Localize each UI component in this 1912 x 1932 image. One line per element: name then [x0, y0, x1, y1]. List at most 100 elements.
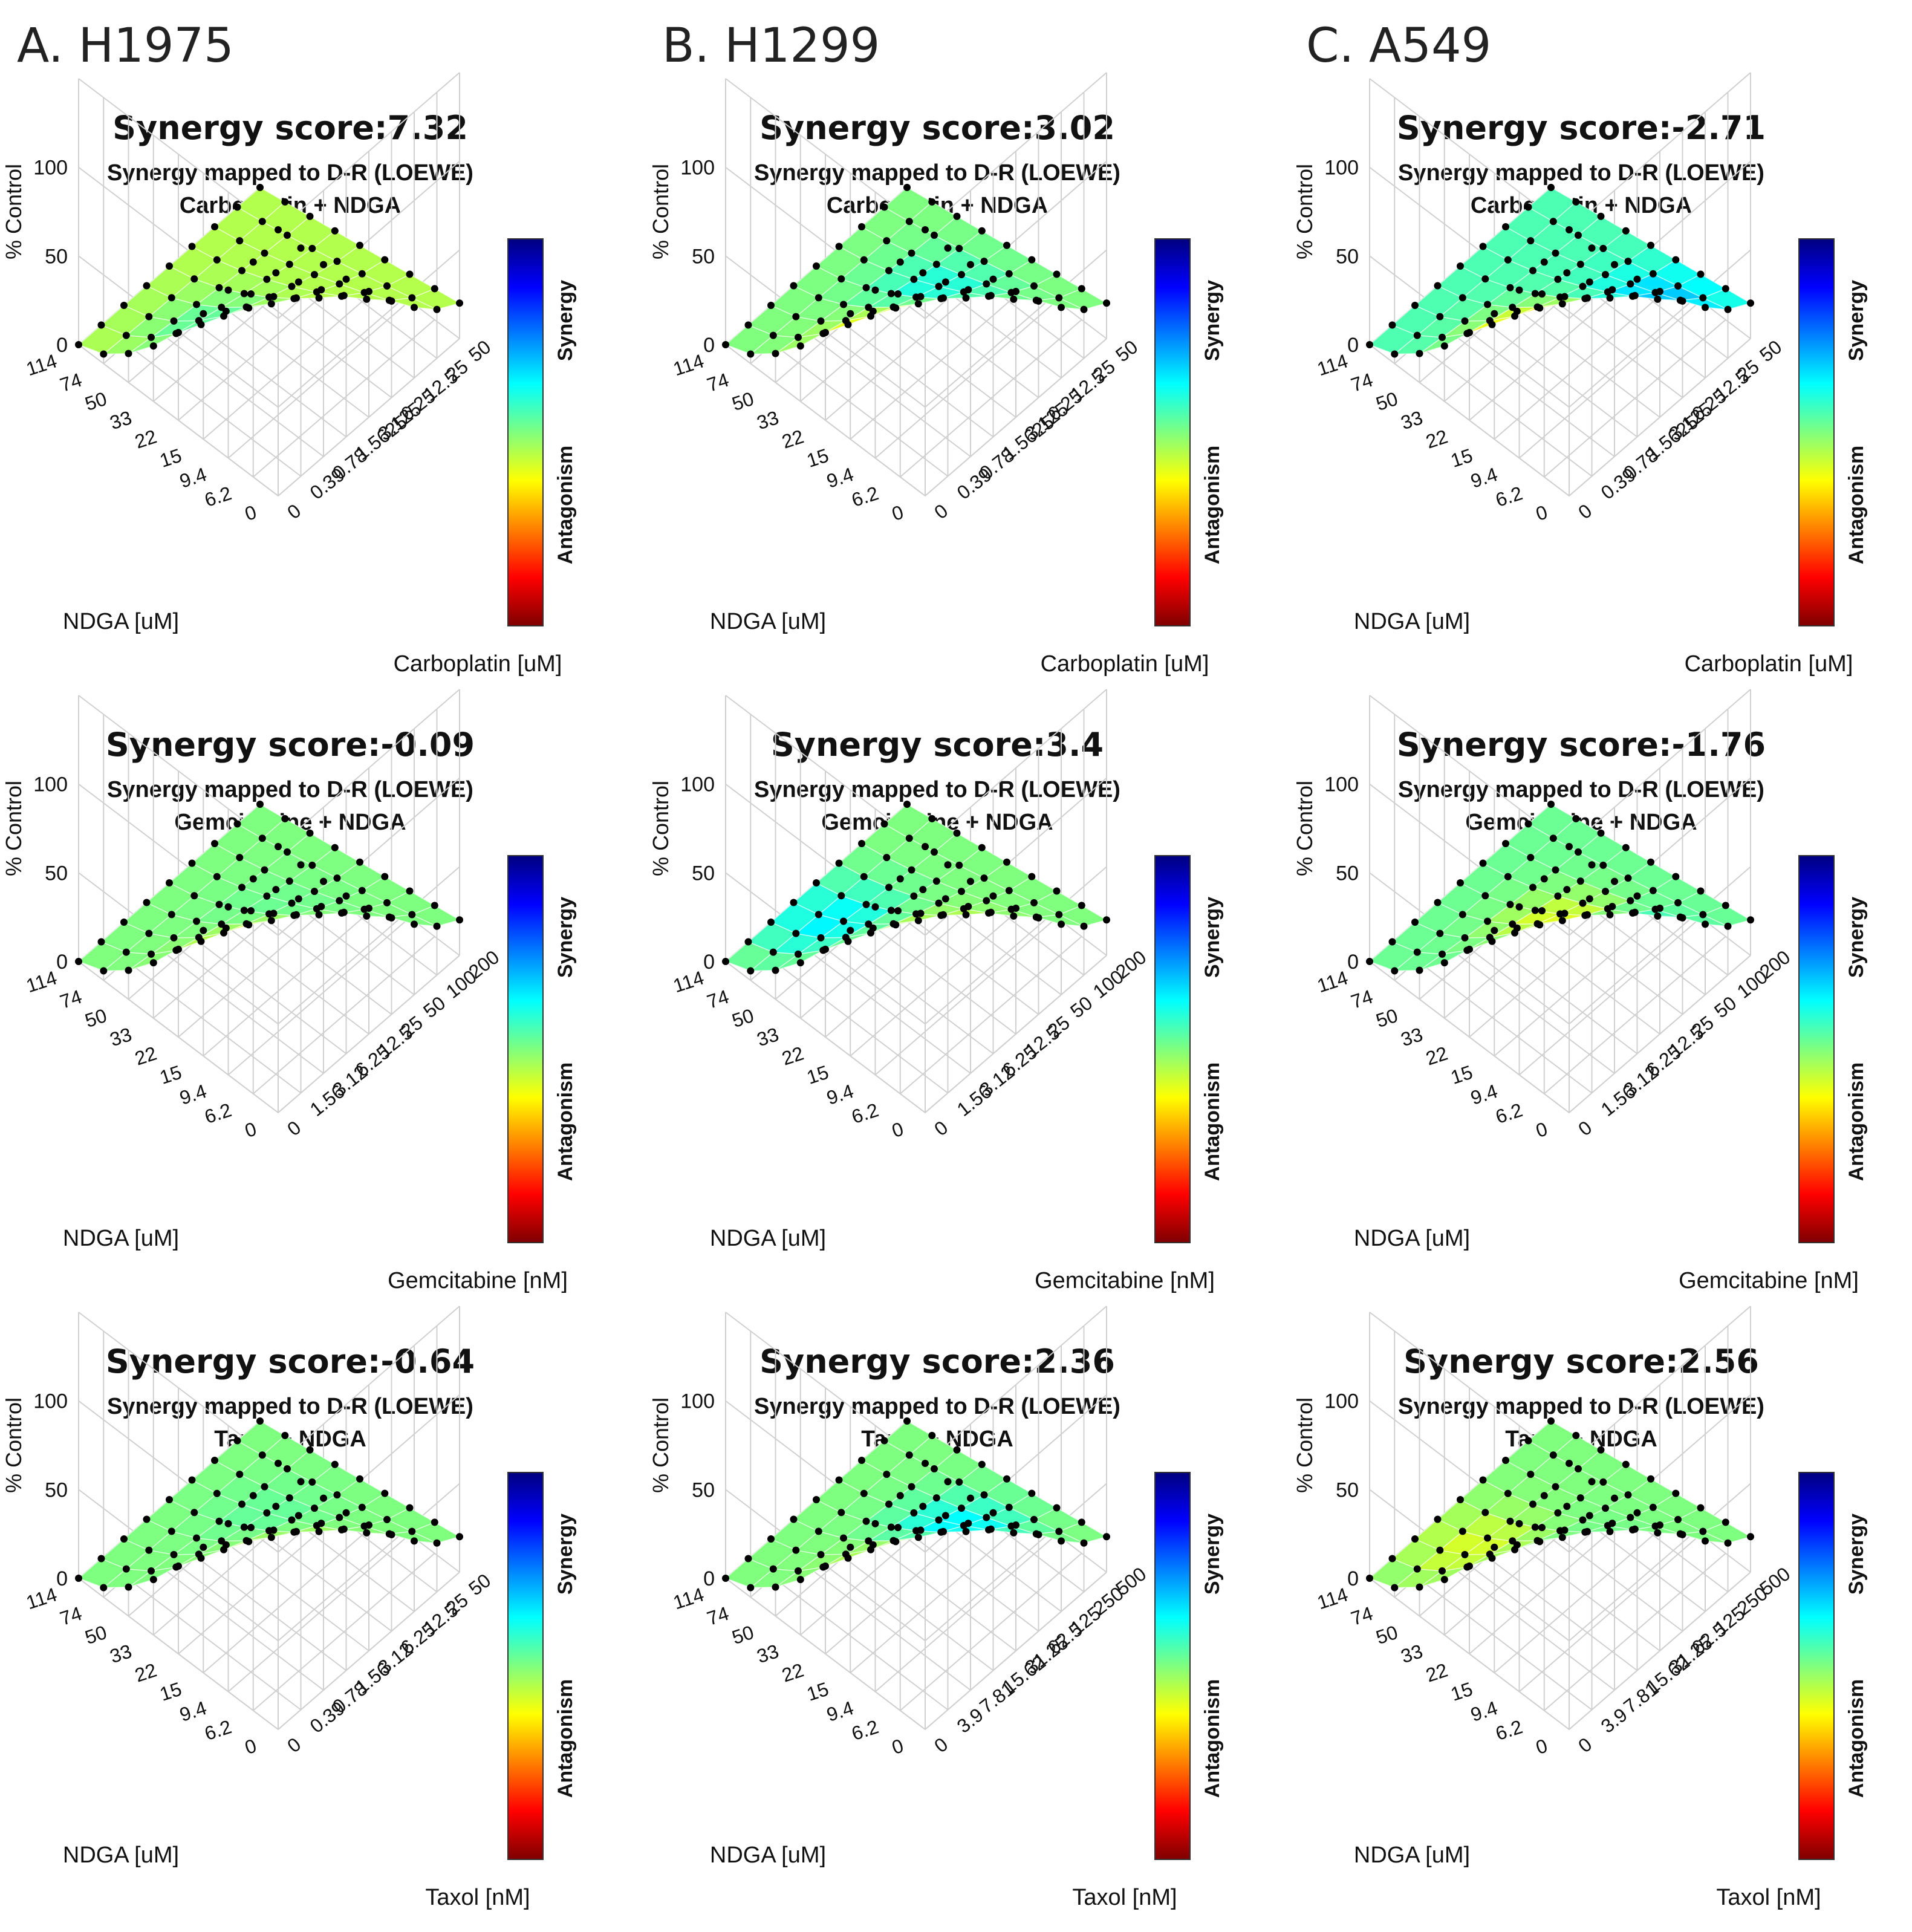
- data-point: [1509, 1537, 1517, 1545]
- data-point: [955, 244, 963, 252]
- data-point: [1055, 1527, 1063, 1535]
- data-point: [985, 1526, 992, 1534]
- data-point: [240, 906, 248, 914]
- data-point: [272, 269, 280, 277]
- panel-1: Synergy score:3.02 Synergy mapped to D-R …: [648, 72, 1224, 677]
- data-point: [883, 854, 891, 862]
- data-point: [840, 301, 847, 308]
- data-point: [980, 1491, 988, 1499]
- data-point: [1563, 1503, 1571, 1511]
- data-point: [1003, 1475, 1010, 1483]
- data-point: [1697, 1504, 1705, 1512]
- data-point: [858, 1457, 865, 1464]
- data-point: [932, 261, 940, 268]
- data-point: [1556, 1527, 1564, 1535]
- data-point: [333, 1491, 341, 1499]
- z-tick-label: 0: [703, 1567, 715, 1590]
- data-point: [1078, 1518, 1085, 1526]
- data-point: [267, 1534, 275, 1541]
- data-point: [406, 270, 414, 278]
- data-point: [1629, 1526, 1636, 1534]
- data-point: [97, 1555, 105, 1563]
- data-point: [819, 330, 827, 337]
- y-tick-label: 50: [1111, 336, 1142, 366]
- chart-title: Synergy mapped to D-R (LOEWE): [1398, 777, 1764, 802]
- data-point: [1674, 1515, 1682, 1523]
- x-tick-label: 0: [242, 1117, 259, 1142]
- data-point: [249, 875, 257, 883]
- data-point: [1484, 917, 1491, 925]
- data-point: [862, 900, 870, 908]
- x-tick-label: 15: [1448, 444, 1475, 472]
- data-point: [358, 270, 366, 278]
- data-point: [256, 1417, 264, 1425]
- data-point: [166, 879, 173, 886]
- data-point: [813, 879, 820, 886]
- data-point: [275, 1460, 282, 1467]
- data-point: [1651, 1522, 1659, 1530]
- data-point: [955, 1478, 963, 1486]
- data-point: [358, 1503, 366, 1511]
- data-point: [896, 875, 904, 883]
- colorbar-synergy-label: Synergy: [1201, 897, 1224, 978]
- data-point: [1531, 906, 1539, 914]
- panel-5: Synergy score:-1.76 Synergy mapped to D-R…: [1292, 689, 1868, 1293]
- data-point: [284, 848, 291, 856]
- data-point: [792, 929, 800, 937]
- data-point: [1724, 922, 1732, 930]
- data-point: [883, 237, 891, 245]
- x-tick-label: 22: [779, 1042, 806, 1069]
- data-point: [887, 290, 895, 298]
- data-point: [967, 1494, 974, 1502]
- y-tick-label: 0: [930, 1116, 952, 1140]
- data-point: [290, 294, 298, 302]
- data-point: [313, 1521, 320, 1529]
- x-tick-label: 15: [804, 1678, 831, 1705]
- data-point: [1649, 886, 1657, 894]
- data-point: [1611, 261, 1618, 268]
- data-point: [218, 304, 226, 311]
- data-point: [912, 293, 920, 301]
- data-point: [149, 959, 157, 967]
- data-point: [953, 212, 961, 220]
- data-point: [722, 341, 729, 348]
- colorbar-antagonism-label: Antagonism: [554, 446, 577, 564]
- data-point: [813, 1496, 820, 1503]
- grid-line: [725, 160, 1107, 319]
- data-point: [980, 258, 988, 265]
- data-point: [1647, 1475, 1654, 1483]
- z-tick-label: 100: [680, 1390, 715, 1413]
- y-axis-label: Gemcitabine [nM]: [1035, 1268, 1215, 1293]
- data-point: [306, 212, 314, 220]
- x-tick-label: 0: [1533, 1734, 1550, 1758]
- data-point: [796, 959, 804, 967]
- data-points: [75, 801, 463, 975]
- data-point: [172, 330, 180, 337]
- data-point: [224, 1520, 232, 1527]
- z-tick-label: 0: [1347, 334, 1359, 357]
- data-point: [1030, 282, 1038, 290]
- x-tick-label: 9.4: [1468, 1697, 1500, 1726]
- z-tick-label: 0: [1347, 1567, 1359, 1590]
- data-point: [1724, 305, 1732, 313]
- data-point: [1388, 938, 1396, 946]
- data-point: [1540, 875, 1548, 883]
- x-tick-label: 6.2: [1493, 1099, 1525, 1128]
- synergy-score: Synergy score:-0.09: [106, 726, 475, 764]
- y-tick-label: 50: [464, 1569, 495, 1599]
- x-tick-label: 33: [1398, 406, 1425, 434]
- data-point: [967, 261, 974, 268]
- panel-4: Synergy score:3.4 Synergy mapped to D-R (…: [648, 689, 1224, 1293]
- data-point: [1032, 296, 1040, 304]
- colorbar-antagonism-label: Antagonism: [1845, 1679, 1868, 1798]
- data-point: [1599, 861, 1607, 869]
- data-point: [871, 286, 879, 294]
- data-point: [1566, 843, 1573, 850]
- y-axis-label: Carboplatin [uM]: [394, 651, 562, 677]
- data-point: [406, 1504, 414, 1512]
- colorbar: Synergy Antagonism: [1798, 238, 1868, 626]
- z-axis: 0 50 100 % Control: [1, 1390, 68, 1590]
- data-point: [1436, 313, 1444, 320]
- colorbar: Synergy Antagonism: [1798, 855, 1868, 1243]
